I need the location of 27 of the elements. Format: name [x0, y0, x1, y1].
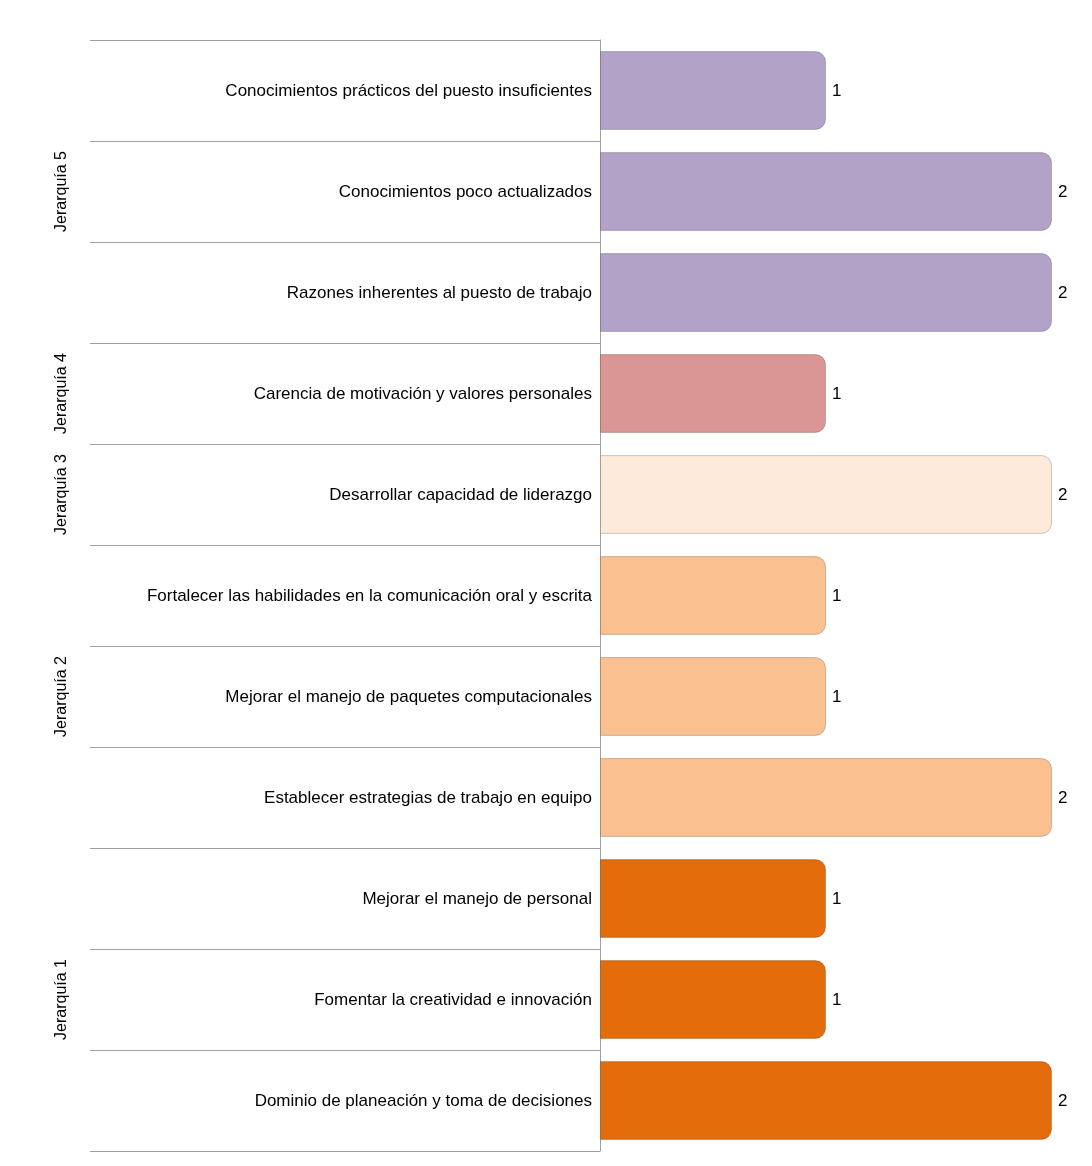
y-tick-label: Razones inherentes al puesto de trabajo — [286, 283, 592, 302]
data-label: 2 — [1058, 1091, 1068, 1110]
y-tick-label: Fortalecer las habilidades en la comunicación oral y escrita — [146, 586, 593, 605]
data-label: 1 — [832, 384, 842, 403]
data-label: 2 — [1058, 283, 1068, 302]
y-tick-label: Establecer estrategias de trabajo en equipo — [264, 788, 592, 807]
y-tick-label: Conocimientos prácticos del puesto insuficientes — [225, 81, 592, 100]
y-tick-label: Dominio de planeación y toma de decisiones — [254, 1091, 592, 1110]
y-tick-label: Carencia de motivación y valores personales — [253, 384, 592, 403]
text: Jerarquía 1 — [51, 958, 69, 1040]
data-label: 2 — [1058, 788, 1068, 807]
text: Jerarquía 2 — [51, 655, 69, 737]
y-tick-label: Fomentar la creatividad e innovación — [314, 990, 592, 1009]
text: Jerarquía 5 — [51, 150, 69, 232]
y-tick-label: Mejorar el manejo de personal — [362, 889, 592, 908]
y-tick-label: Mejorar el manejo de paquetes computacionales — [225, 687, 592, 706]
data-label: 1 — [832, 687, 842, 706]
y-tick-label: Conocimientos poco actualizados — [338, 182, 592, 201]
text: Jerarquía 4 — [51, 352, 69, 434]
data-label: 1 — [832, 889, 842, 908]
data-label: 1 — [832, 81, 842, 100]
data-label: 1 — [832, 990, 842, 1009]
y-tick-label: Desarrollar capacidad de liderazgo — [329, 485, 592, 504]
data-label: 2 — [1058, 485, 1068, 504]
text: Jerarquía 3 — [51, 453, 69, 535]
data-label: 2 — [1058, 182, 1068, 201]
data-label: 1 — [832, 586, 842, 605]
